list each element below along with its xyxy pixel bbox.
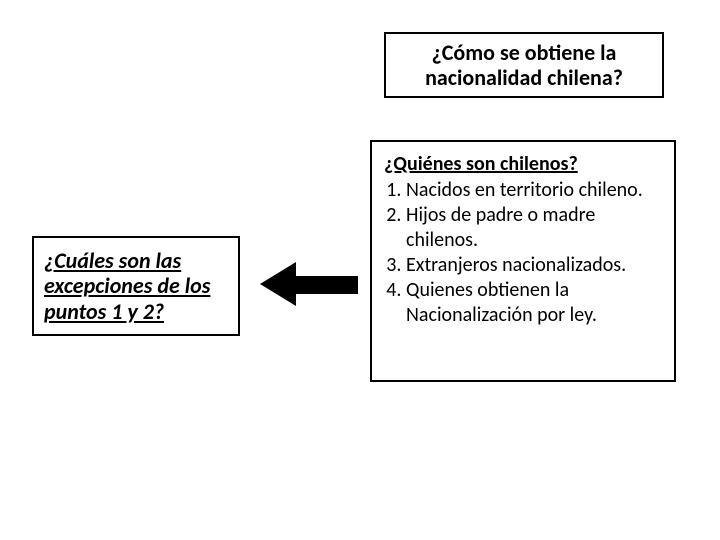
who-are-chilean-list: Nacidos en territorio chileno. Hijos de … xyxy=(384,178,664,328)
arrow-head xyxy=(260,262,296,306)
title-line-2: nacionalidad chilena? xyxy=(425,64,623,91)
title-question-box: ¿Cómo se obtiene la nacionalidad chilena… xyxy=(384,32,664,98)
exceptions-question-text: ¿Cuáles son las excepciones de los punto… xyxy=(44,248,228,324)
arrow-shaft xyxy=(292,276,358,294)
title-line-1: ¿Cómo se obtiene la xyxy=(432,39,617,66)
list-item: Hijos de padre o madre chilenos. xyxy=(406,203,664,253)
exceptions-question-box: ¿Cuáles son las excepciones de los punto… xyxy=(32,236,240,336)
list-item: Nacidos en territorio chileno. xyxy=(406,178,664,203)
who-are-chilean-header: ¿Quiénes son chilenos? xyxy=(384,152,664,176)
who-are-chilean-box: ¿Quiénes son chilenos? Nacidos en territ… xyxy=(370,140,676,382)
arrow-left-icon xyxy=(260,262,354,306)
list-item: Extranjeros nacionalizados. xyxy=(406,253,664,278)
title-question-text: ¿Cómo se obtiene la nacionalidad chilena… xyxy=(425,40,623,91)
list-item: Quienes obtienen la Nacionalización por … xyxy=(406,278,664,328)
